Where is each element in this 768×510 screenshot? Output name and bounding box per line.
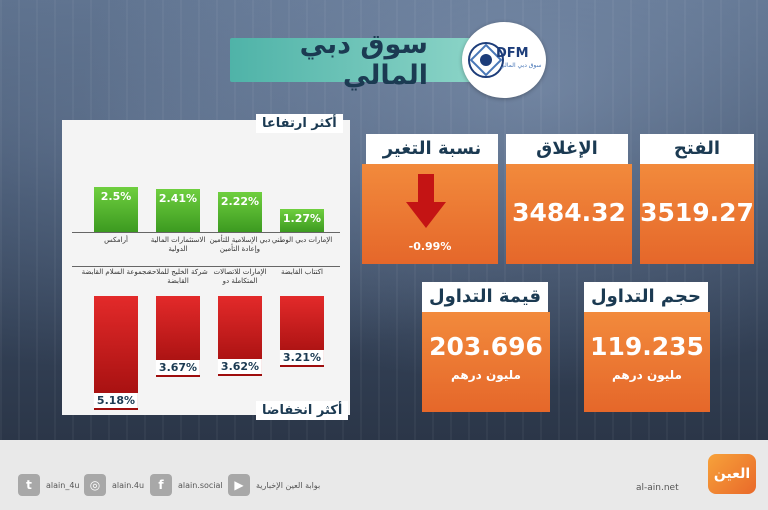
close-box: 3484.32 [506, 164, 632, 264]
gainer-value: 2.22% [220, 195, 260, 209]
social-handle: alain.4u [112, 480, 145, 490]
footer [0, 440, 768, 510]
social-handle: alain_4u [46, 480, 80, 490]
volume-unit: مليون درهم [612, 368, 682, 382]
loser-name: الإمارات للاتصالات المتكاملة دو [213, 268, 267, 285]
open-value: 3519.27 [640, 198, 754, 227]
alain-logo: العين [708, 454, 756, 494]
gainers-axis-line [72, 232, 340, 233]
loser-bar: 3.62% [217, 296, 263, 376]
gainer-value: 2.5% [100, 190, 132, 203]
site-url[interactable]: al-ain.net [636, 483, 679, 493]
loser-bar: 3.21% [279, 296, 325, 367]
change-value: -0.99% [408, 240, 452, 253]
gainer-bar: 2.41% [156, 188, 200, 232]
facebook-icon: f [150, 474, 172, 496]
change-box: -0.99% [362, 164, 498, 264]
gainer-bar: 2.22% [218, 192, 262, 232]
volume-label: حجم التداول [584, 282, 708, 312]
gainer-bar: 1.27% [280, 209, 324, 232]
social-link[interactable]: t alain_4u [18, 474, 79, 496]
volume-value: 119.235 [590, 332, 704, 361]
gainer-name: أرامكس [104, 236, 128, 244]
gainer-bar: 2.5% [94, 187, 138, 232]
loser-value: 3.21% [279, 349, 325, 365]
brand-logo-text: العين [713, 466, 751, 482]
close-value: 3484.32 [512, 198, 626, 227]
dfm-logo-text: DFM [496, 46, 529, 61]
loser-name: اكتتاب القابضة [281, 268, 323, 276]
turnover-unit: مليون درهم [451, 368, 521, 382]
dfm-logo-subtext: سوق دبي المالي [500, 62, 542, 69]
youtube-icon: ▶ [228, 474, 250, 496]
dfm-emblem-icon [468, 42, 504, 78]
arrow-down-icon [406, 174, 446, 228]
gainer-name: دبي الإسلامية للتأمين وإعادة التأمين [209, 236, 271, 253]
open-label: الفتح [640, 134, 754, 164]
loser-name: شركة الخليج للملاحة القابضة [148, 268, 208, 285]
loser-value: 5.18% [93, 392, 139, 408]
loser-name: مجموعة السلام القابضة [81, 268, 151, 276]
change-label: نسبة التغير [366, 134, 498, 164]
dfm-logo [462, 22, 546, 98]
gainer-name: الإمارات دبي الوطني [271, 236, 333, 244]
social-link[interactable]: ▶ بوابة العين الإخبارية [228, 474, 320, 496]
turnover-label: قيمة التداول [422, 282, 548, 312]
turnover-value: 203.696 [429, 332, 543, 361]
title-banner: سوق دبي المالي [230, 29, 492, 91]
social-handle: بوابة العين الإخبارية [256, 480, 321, 490]
volume-box: 119.235 مليون درهم [584, 312, 710, 412]
page-title: سوق دبي المالي [299, 29, 428, 91]
close-label: الإغلاق [506, 134, 628, 164]
losers-axis-line [72, 266, 340, 267]
social-link[interactable]: ◎ alain.4u [84, 474, 144, 496]
twitter-icon: t [18, 474, 40, 496]
social-link[interactable]: f alain.social [150, 474, 223, 496]
gainer-value: 1.27% [282, 212, 322, 226]
gainer-name: الاستثمارات المالية الدولية [150, 236, 206, 253]
open-box: 3519.27 [640, 164, 754, 264]
turnover-box: 203.696 مليون درهم [422, 312, 550, 412]
instagram-icon: ◎ [84, 474, 106, 496]
social-handle: alain.social [178, 480, 223, 490]
loser-value: 3.67% [155, 359, 201, 375]
loser-bar: 5.18% [93, 296, 139, 410]
movers-chart-panel: 1.27% الإمارات دبي الوطني 2.22% دبي الإسلام… [62, 120, 350, 415]
loser-bar: 3.67% [155, 296, 201, 377]
loser-value: 3.62% [217, 358, 263, 374]
gainers-label: أكثر ارتفاعا [256, 114, 343, 133]
losers-label: أكثر انخفاضا [256, 401, 349, 420]
gainer-value: 2.41% [158, 191, 198, 205]
